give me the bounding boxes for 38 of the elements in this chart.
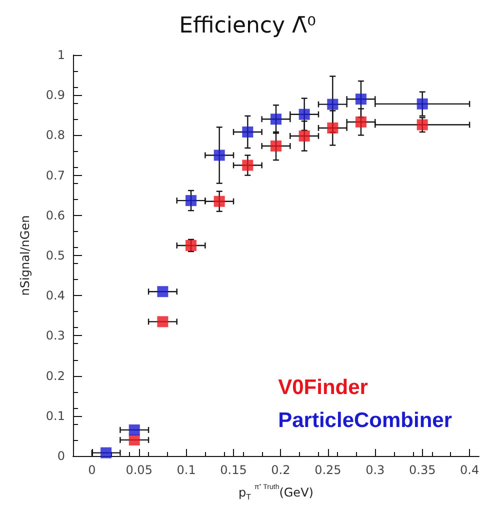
x-tick-label: 0.15 xyxy=(220,463,247,477)
point xyxy=(157,286,168,298)
point xyxy=(157,316,168,328)
x-tick-label: 0.05 xyxy=(126,463,152,477)
point xyxy=(100,447,112,458)
y-tick-label: 0.3 xyxy=(46,328,65,343)
y-tick-label: 0.1 xyxy=(46,408,65,423)
y-tick-label: 0.5 xyxy=(46,248,65,262)
point xyxy=(270,140,282,152)
point xyxy=(355,94,366,105)
y-tick-label: 0.8 xyxy=(46,128,65,142)
y-tick-label: 0.7 xyxy=(46,168,65,182)
y-tick-label: 0.2 xyxy=(46,368,65,383)
y-tick-label: 0 xyxy=(57,449,65,463)
x-tick-label: 0.1 xyxy=(176,463,196,477)
point xyxy=(270,114,282,125)
x-tick-label: 0.4 xyxy=(460,463,480,477)
x-tick-label: 0.25 xyxy=(314,463,342,477)
x-tick-label: 0.2 xyxy=(271,463,290,477)
text: V0Finder xyxy=(278,376,368,399)
x-tick-label: 0.35 xyxy=(408,463,436,477)
point xyxy=(242,160,254,171)
x-tick-label: 0.3 xyxy=(366,463,385,477)
point xyxy=(214,150,225,161)
text: ParticleCombiner xyxy=(278,409,452,432)
chart-title: Efficiency Λ̄⁰ xyxy=(179,14,316,38)
point xyxy=(128,434,140,446)
y-tick-label: 0.4 xyxy=(46,288,65,303)
y-axis-title: nSignal/nGen xyxy=(18,215,32,296)
point xyxy=(242,126,254,138)
y-tick-label: 1 xyxy=(57,48,65,62)
point xyxy=(416,98,428,110)
y-tick-label: 0.9 xyxy=(46,88,65,102)
x-tick-label: 0 xyxy=(88,463,96,477)
y-tick-label: 0.6 xyxy=(46,208,65,222)
point xyxy=(186,195,197,206)
point xyxy=(128,424,140,436)
point xyxy=(214,196,225,207)
